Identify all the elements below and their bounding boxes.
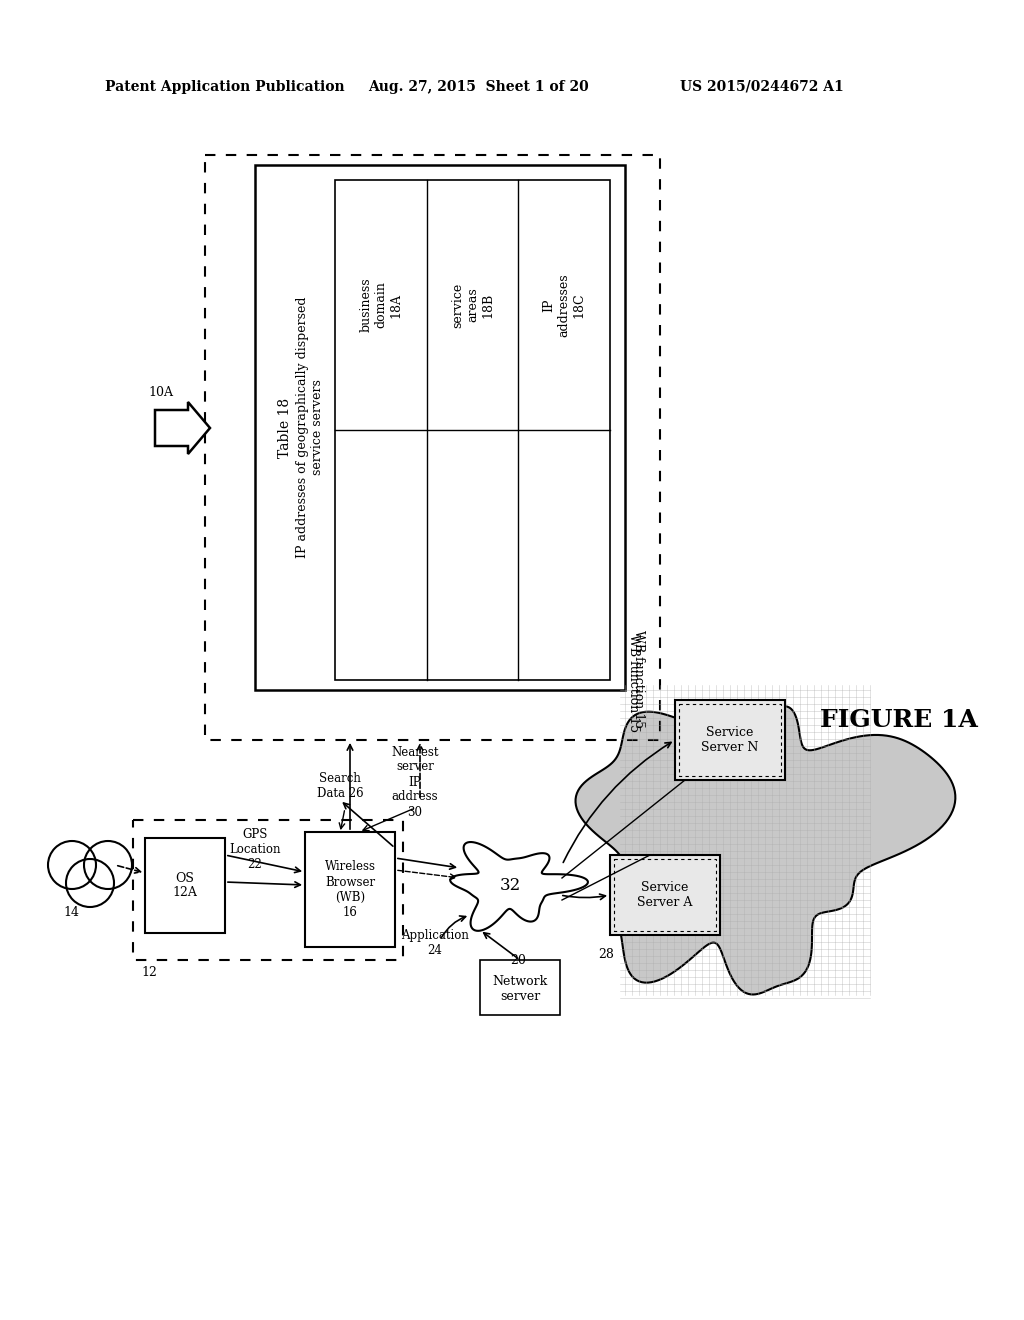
Text: 12: 12: [141, 966, 157, 979]
Bar: [480, 960, 560, 1015]
Text: GPS
Location
22: GPS Location 22: [229, 828, 281, 871]
Text: US 2015/0244672 A1: US 2015/0244672 A1: [680, 81, 844, 94]
Bar: [145, 838, 225, 933]
Bar: [205, 154, 660, 741]
Bar: [610, 855, 720, 935]
Text: OS
12A: OS 12A: [173, 871, 198, 899]
Polygon shape: [451, 842, 588, 931]
Bar: [679, 704, 781, 776]
Text: business
domain
18A: business domain 18A: [359, 277, 402, 333]
Bar: [305, 832, 395, 946]
Bar: [255, 165, 625, 690]
Text: service
areas
18B: service areas 18B: [451, 282, 494, 327]
Text: IP
addresses
18C: IP addresses 18C: [543, 273, 586, 337]
Text: 32: 32: [500, 876, 520, 894]
Bar: [675, 700, 785, 780]
Text: Aug. 27, 2015  Sheet 1 of 20: Aug. 27, 2015 Sheet 1 of 20: [368, 81, 589, 94]
Text: WB function 15: WB function 15: [632, 630, 645, 729]
Polygon shape: [155, 403, 210, 454]
Text: 10A: 10A: [148, 387, 173, 400]
Text: Search
Data 26: Search Data 26: [316, 772, 364, 800]
Text: Nearest
server
IP
address
30: Nearest server IP address 30: [391, 746, 438, 818]
Text: Table 18: Table 18: [278, 397, 292, 458]
Text: Service
Server N: Service Server N: [701, 726, 759, 754]
Text: Wireless
Browser
(WB)
16: Wireless Browser (WB) 16: [325, 861, 376, 919]
Text: Patent Application Publication: Patent Application Publication: [105, 81, 345, 94]
Text: 28: 28: [598, 949, 613, 961]
Bar: [133, 820, 403, 960]
Text: Service
Server A: Service Server A: [637, 880, 692, 909]
Text: IP addresses of geographically dispersed
service servers: IP addresses of geographically dispersed…: [296, 297, 324, 558]
Text: Network
server: Network server: [493, 975, 548, 1003]
Text: FIGURE 1A: FIGURE 1A: [820, 708, 978, 733]
Bar: [614, 859, 716, 931]
Text: Application
24: Application 24: [401, 929, 469, 957]
Text: 14: 14: [63, 906, 79, 919]
Text: 20: 20: [510, 953, 526, 966]
Bar: [335, 180, 610, 680]
Polygon shape: [575, 706, 955, 994]
Text: WB function 15: WB function 15: [627, 634, 640, 733]
